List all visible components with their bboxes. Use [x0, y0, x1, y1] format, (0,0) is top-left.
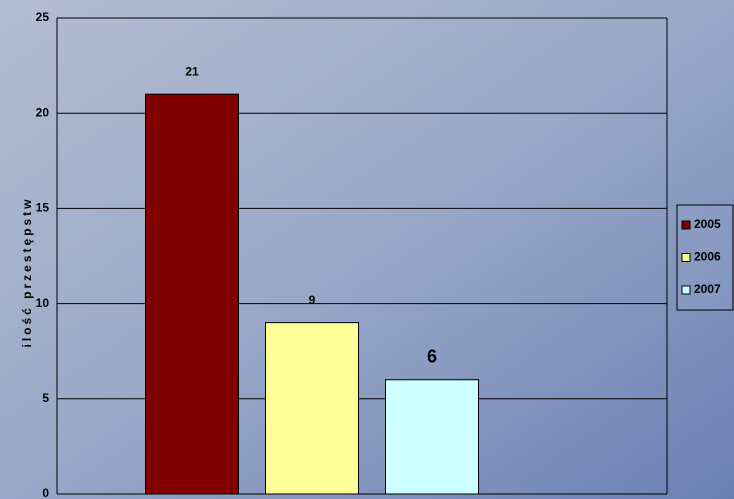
legend-swatch — [681, 253, 691, 262]
data-label: 6 — [427, 347, 437, 367]
bar — [385, 379, 479, 495]
y-tick-label: 25 — [36, 10, 50, 24]
legend-swatch — [681, 220, 691, 230]
y-axis-label: ilość przestępstw — [20, 196, 34, 347]
legend-label: 2005 — [694, 217, 721, 231]
legend-label: 2006 — [694, 250, 721, 264]
y-tick-label: 5 — [42, 391, 49, 405]
bar — [145, 93, 239, 495]
bar — [265, 322, 359, 495]
y-tick-label: 15 — [36, 201, 50, 215]
data-label: 21 — [185, 64, 199, 78]
y-tick-label: 0 — [42, 486, 49, 499]
legend-swatch — [681, 285, 691, 295]
y-tick-label: 20 — [36, 105, 50, 119]
y-tick-label: 10 — [36, 296, 50, 310]
legend-label: 2007 — [694, 282, 721, 296]
data-label: 9 — [309, 293, 316, 307]
